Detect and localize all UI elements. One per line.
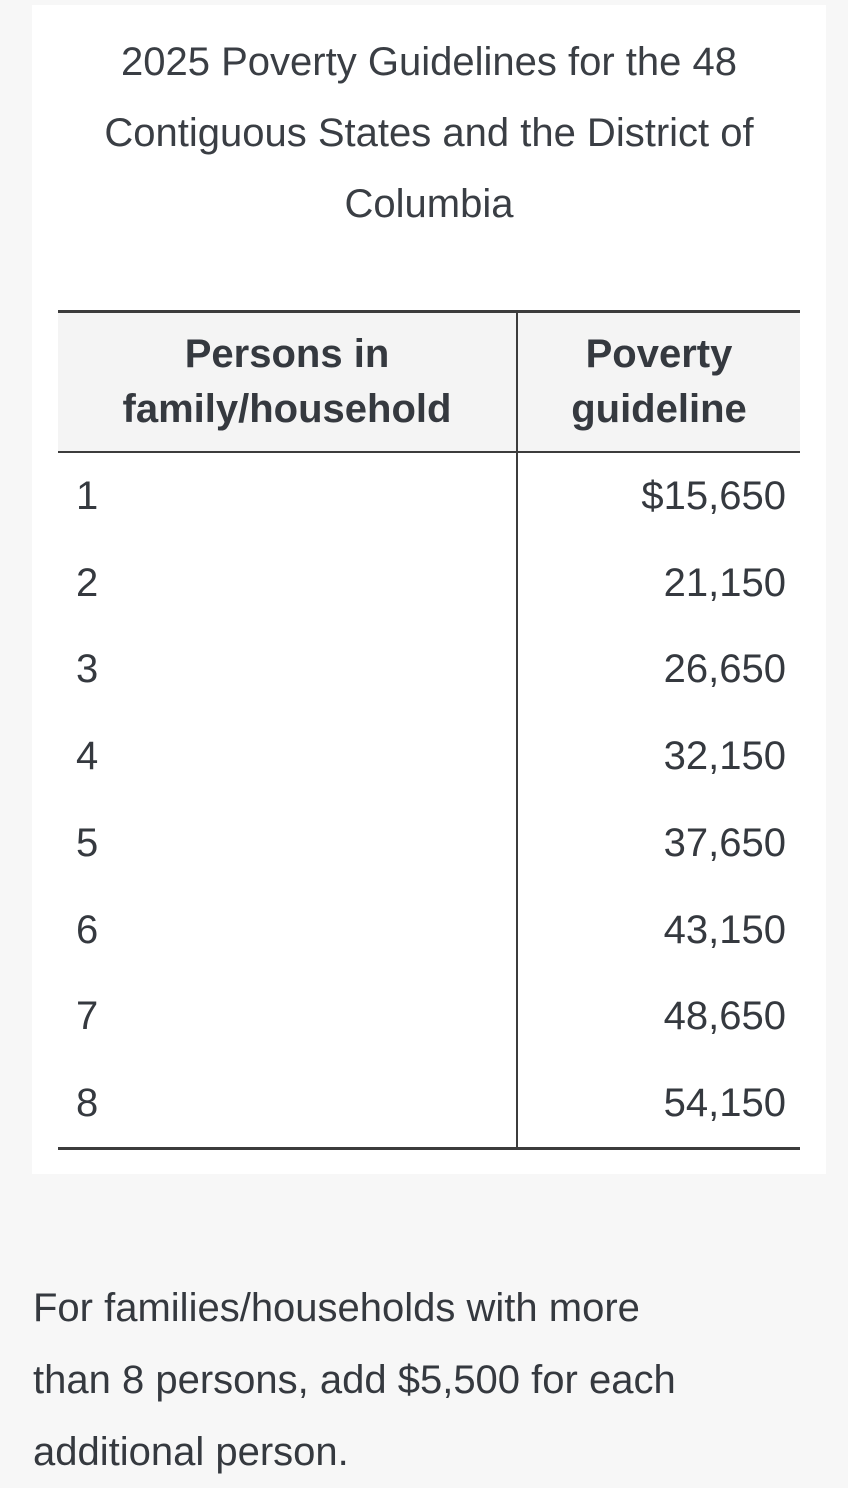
table-row: 6 43,150	[58, 886, 800, 974]
cell-persons: 1	[58, 453, 518, 540]
cell-guideline: 54,150	[663, 1081, 786, 1126]
page-title: 2025 Poverty Guidelines for the 48 Conti…	[32, 27, 826, 240]
table-row: 8 54,150	[58, 1060, 800, 1147]
cell-guideline: 43,150	[663, 907, 786, 952]
header-cell-persons: Persons in family/household	[58, 313, 518, 451]
table-body: 1 $15,650 2 21,150 3 26,650 4 32,150 5 3…	[58, 453, 800, 1147]
footnote: For families/households with more than 8…	[33, 1272, 833, 1488]
cell-persons: 4	[58, 713, 518, 800]
cell-guideline: 21,150	[663, 560, 786, 605]
poverty-guidelines-table: Persons in family/household Poverty guid…	[58, 310, 800, 1150]
cell-guideline: 26,650	[663, 647, 786, 692]
cell-guideline: 37,650	[663, 820, 786, 865]
header-cell-guideline: Poverty guideline	[571, 332, 747, 431]
table-row: 5 37,650	[58, 800, 800, 887]
table-row: 1 $15,650	[58, 453, 800, 540]
table-row: 7 48,650	[58, 973, 800, 1061]
cell-persons: 5	[58, 800, 518, 887]
cell-persons: 3	[58, 626, 518, 714]
cell-persons: 6	[58, 886, 518, 974]
cell-persons: 8	[58, 1060, 518, 1147]
cell-guideline: 32,150	[663, 734, 786, 779]
footnote-line: than 8 persons, add $5,500 for each	[33, 1358, 676, 1402]
table-row: 3 26,650	[58, 626, 800, 714]
table-row: 4 32,150	[58, 713, 800, 800]
cell-guideline: $15,650	[641, 473, 786, 518]
cell-persons: 7	[58, 973, 518, 1061]
table-header-row: Persons in family/household Poverty guid…	[58, 313, 800, 453]
page-title-line: 2025 Poverty Guidelines for the 48	[121, 40, 737, 84]
footnote-line: additional person.	[33, 1430, 349, 1474]
page-title-line: Columbia	[344, 182, 514, 226]
footnote-line: For families/households with more	[33, 1286, 640, 1330]
cell-guideline: 48,650	[663, 994, 786, 1039]
page-title-line: Contiguous States and the District of	[104, 111, 754, 155]
table-row: 2 21,150	[58, 539, 800, 627]
content-card: 2025 Poverty Guidelines for the 48 Conti…	[32, 5, 826, 1174]
cell-persons: 2	[58, 539, 518, 627]
